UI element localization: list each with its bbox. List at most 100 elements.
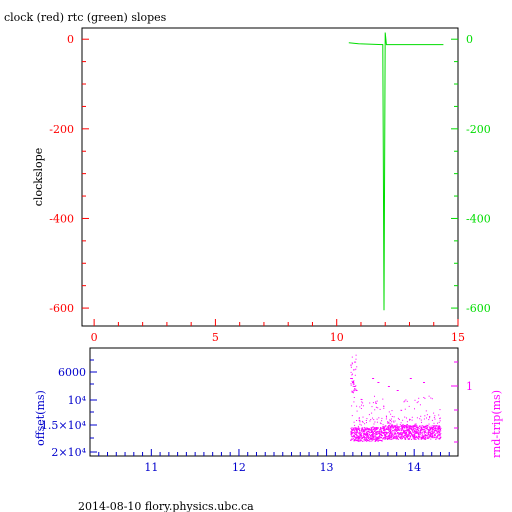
rnd-trip-point xyxy=(428,430,430,431)
y-right-tick-label: -600 xyxy=(466,302,491,315)
rnd-trip-point xyxy=(357,436,359,438)
rnd-trip-point xyxy=(401,425,403,427)
rnd-trip-point xyxy=(372,436,374,438)
rnd-trip-point xyxy=(404,437,406,439)
rnd-trip-point xyxy=(437,431,439,433)
rnd-trip-point xyxy=(395,433,397,434)
rnd-trip-point xyxy=(439,420,441,422)
rnd-trip-point xyxy=(359,437,361,439)
rnd-trip-point xyxy=(352,436,354,438)
rnd-trip-point xyxy=(362,429,364,431)
rnd-trip-point xyxy=(353,397,355,398)
rnd-trip-point xyxy=(389,438,390,440)
rnd-trip-point xyxy=(385,418,387,420)
rnd-trip-point xyxy=(375,427,377,429)
rnd-trip-point xyxy=(389,431,391,433)
footer-text: 2014-08-10 flory.physics.ubc.ca xyxy=(78,500,254,512)
rnd-trip-point xyxy=(413,437,415,439)
rnd-trip-point xyxy=(423,432,425,434)
rnd-trip-point xyxy=(353,434,355,436)
rnd-trip-point xyxy=(409,430,410,432)
rnd-trip-point xyxy=(406,436,408,438)
rnd-trip-point xyxy=(353,438,354,440)
rnd-trip-point xyxy=(390,434,392,436)
rnd-trip-point xyxy=(362,433,364,435)
rnd-trip-point xyxy=(353,440,355,441)
rnd-trip-point xyxy=(380,437,382,438)
rnd-trip-point xyxy=(369,429,371,431)
rnd-trip-point xyxy=(350,365,352,367)
rnd-trip-point xyxy=(357,439,359,441)
rnd-trip-point xyxy=(387,435,389,437)
rnd-trip-point xyxy=(363,436,365,438)
rnd-trip-point xyxy=(357,437,359,439)
rnd-trip-point xyxy=(396,425,398,427)
rnd-trip-point xyxy=(415,425,417,427)
rnd-trip-point xyxy=(397,428,399,430)
rnd-trip-point xyxy=(356,405,358,407)
rnd-trip-point xyxy=(426,437,428,439)
rnd-trip-point xyxy=(411,427,413,429)
rnd-trip-point xyxy=(405,439,407,440)
rnd-trip-point xyxy=(355,354,357,356)
rnd-trip-point xyxy=(437,427,439,429)
rnd-trip-point xyxy=(353,390,355,392)
rnd-trip-point xyxy=(416,436,418,438)
rnd-trip-point xyxy=(371,429,373,431)
rnd-trip-point xyxy=(428,423,430,425)
rnd-trip-point xyxy=(384,427,386,429)
rnd-trip-point xyxy=(383,432,385,434)
offset-panel: offset(ms) rnd-trip(ms) 11 12 13 14600010⁴1… xyxy=(34,347,503,474)
rnd-trip-point xyxy=(409,418,411,420)
rnd-trip-point xyxy=(403,425,405,427)
rnd-trip-point xyxy=(358,429,360,431)
rnd-trip-point xyxy=(425,410,427,412)
rnd-trip-point xyxy=(388,428,389,430)
x-tick-label: 11 xyxy=(144,461,158,474)
rnd-trip-point xyxy=(358,432,359,434)
rnd-trip-point xyxy=(400,436,402,438)
rnd-trip-point xyxy=(368,429,369,431)
rnd-trip-point xyxy=(430,433,432,434)
rnd-trip-point xyxy=(389,436,391,438)
rnd-trip-point xyxy=(402,428,404,430)
rnd-trip-point xyxy=(351,430,353,432)
rnd-trip-point xyxy=(358,437,360,439)
rnd-trip-point xyxy=(412,432,414,433)
rnd-trip-point xyxy=(362,405,364,407)
rnd-trip-point xyxy=(397,439,399,440)
rnd-trip-point xyxy=(367,428,369,430)
rnd-trip-point xyxy=(360,398,362,400)
rnd-trip-point xyxy=(393,421,395,423)
rnd-trip-point xyxy=(423,397,425,398)
rnd-trip-point xyxy=(388,438,389,440)
rnd-trip-point xyxy=(402,429,404,431)
rnd-trip-point xyxy=(430,425,432,427)
rnd-trip-point xyxy=(406,429,408,431)
rnd-trip-point xyxy=(418,438,420,440)
rnd-trip-point xyxy=(364,438,366,440)
rnd-trip-point xyxy=(395,430,397,432)
rnd-trip-point xyxy=(404,431,406,432)
rnd-trip-point xyxy=(388,435,390,437)
rnd-trip-point xyxy=(431,433,433,435)
rnd-trip-point xyxy=(351,405,353,407)
rnd-trip-point xyxy=(370,438,371,439)
rnd-trip-point xyxy=(358,427,360,429)
slopes-frame xyxy=(81,27,459,327)
rnd-trip-point xyxy=(404,400,406,402)
rnd-trip-point xyxy=(418,438,420,440)
rnd-trip-point xyxy=(403,429,405,431)
rnd-trip-point xyxy=(396,437,398,439)
rnd-trip-point xyxy=(388,425,390,426)
rnd-trip-point xyxy=(438,438,440,440)
rnd-trip-point xyxy=(368,440,370,442)
rnd-trip-point xyxy=(435,430,437,432)
rnd-trip-point xyxy=(387,426,389,428)
rnd-trip-point xyxy=(403,435,405,437)
rnd-trip-point xyxy=(364,439,366,441)
rnd-trip-point xyxy=(416,430,417,432)
rnd-trip-point xyxy=(386,429,388,430)
rnd-trip-point xyxy=(425,429,427,431)
rnd-trip-point xyxy=(432,425,434,427)
